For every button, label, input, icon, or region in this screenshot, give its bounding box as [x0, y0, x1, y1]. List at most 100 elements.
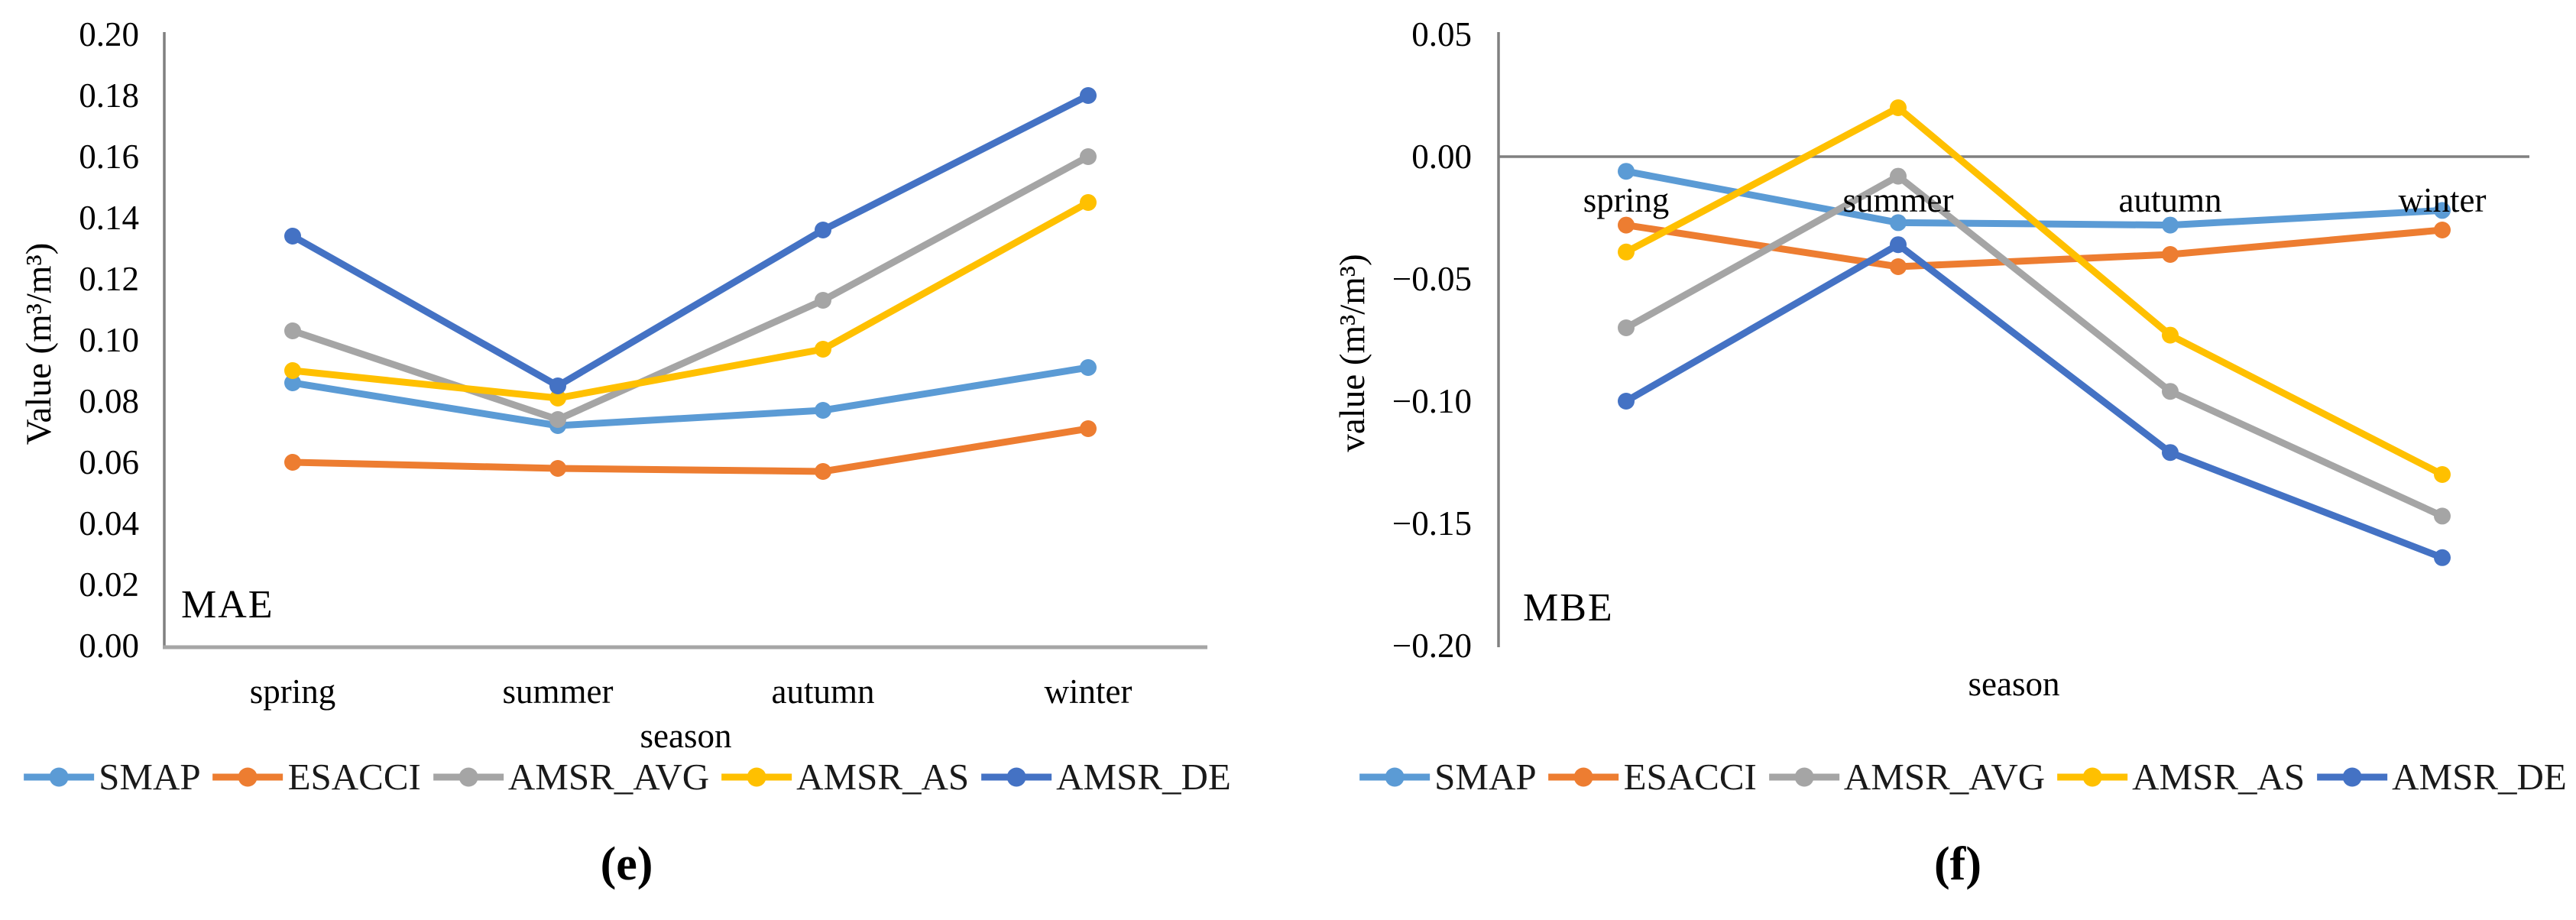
legend-marker-icon — [2057, 767, 2128, 786]
chart-panel-e: 0.20 0.18 0.16 0.14 0.12 0.10 0.08 0.06 0.04 0.02… — [19, 15, 1231, 890]
legend-label: AMSR_AVG — [1843, 756, 2046, 798]
data-point-AMSR_AS-spring — [284, 362, 301, 379]
data-point-AMSR_AS-winter — [1080, 194, 1097, 211]
chart-panel-f: 0.05 0.00 −0.05 −0.10 −0.15 −0.20 value (m³/m³… — [1291, 0, 2576, 920]
legend-dot — [1006, 767, 1026, 786]
x-tick-label-spring: spring — [1583, 181, 1670, 219]
legend-dot — [458, 767, 478, 786]
data-point-SMAP-spring — [284, 374, 301, 391]
legend-marker-icon — [721, 767, 792, 786]
mae-line-chart: 0.20 0.18 0.16 0.14 0.12 0.10 0.08 0.06 0.04 0.02… — [19, 15, 1207, 753]
data-point-SMAP-winter — [2434, 202, 2451, 219]
x-axis-title: season — [1968, 665, 2060, 703]
y-tick-label: 0.00 — [1411, 138, 1472, 176]
series-ESACCI — [284, 420, 1097, 480]
data-point-SMAP-summer — [1890, 214, 1907, 232]
data-point-AMSR_AVG-autumn — [815, 292, 831, 309]
data-point-ESACCI-autumn — [815, 463, 831, 480]
series-line-ESACCI — [289, 425, 1092, 475]
legend-label: AMSR_DE — [2392, 756, 2567, 798]
y-axis-title: value (m³/m³) — [1333, 254, 1372, 452]
y-tick-label: −0.15 — [1392, 504, 1472, 543]
y-tick-label: 0.04 — [79, 504, 139, 543]
y-tick-label: 0.16 — [79, 138, 139, 176]
y-tick-label: 0.08 — [79, 382, 139, 420]
legend-marker-icon — [981, 767, 1052, 786]
legend-dot — [1574, 767, 1594, 786]
data-point-AMSR_AS-spring — [1618, 243, 1635, 261]
legend-dot — [1385, 767, 1405, 786]
legend-item-AMSR_AVG: AMSR_AVG — [432, 755, 709, 799]
series-line-AMSR_AS — [289, 199, 1092, 402]
series-ESACCI — [1618, 216, 2451, 275]
series-AMSR_DE — [284, 87, 1097, 394]
series-line-AMSR_AVG — [1622, 173, 2446, 520]
series-AMSR_AVG — [284, 148, 1097, 428]
mbe-line-chart: 0.05 0.00 −0.05 −0.10 −0.15 −0.20 value (m³/m³… — [1333, 15, 2529, 703]
data-point-ESACCI-winter — [2434, 222, 2451, 238]
y-tick-label: 0.20 — [79, 15, 139, 53]
legend-label: AMSR_AS — [2132, 756, 2305, 798]
x-tick-label-summer: summer — [503, 672, 614, 711]
legend-marker-icon — [2317, 767, 2388, 786]
data-point-AMSR_AS-winter — [2434, 466, 2451, 483]
y-tick-label: −0.20 — [1392, 627, 1472, 665]
legend-dot — [1794, 767, 1814, 786]
data-point-AMSR_DE-autumn — [2162, 444, 2179, 462]
y-tick-label: 0.18 — [79, 76, 139, 115]
x-tick-label-autumn: autumn — [2119, 181, 2222, 219]
data-point-AMSR_DE-spring — [1618, 393, 1635, 410]
data-point-SMAP-autumn — [2162, 216, 2179, 234]
legend-item-ESACCI: ESACCI — [212, 755, 421, 799]
y-tick-label: 0.10 — [79, 321, 139, 359]
legend-label: SMAP — [1434, 756, 1537, 798]
y-tick-label: 0.02 — [79, 565, 139, 604]
y-tick-label: 0.00 — [79, 627, 139, 665]
y-tick-label: −0.10 — [1392, 382, 1472, 420]
legend-marker-icon — [1768, 767, 1839, 786]
legend-dot — [2082, 767, 2102, 786]
legend-marker-icon — [212, 767, 284, 786]
legend-marker-icon — [433, 767, 504, 786]
y-tick-label: 0.05 — [1411, 15, 1472, 53]
legend-dot — [49, 767, 69, 786]
panel-caption-f: (f) — [1934, 838, 1981, 890]
data-point-AMSR_AVG-winter — [2434, 507, 2451, 525]
series-line-AMSR_AS — [1622, 104, 2446, 478]
legend-mae: SMAP ESACCI AMSR_AVG AMSR_AS AMSR_DE — [22, 755, 1231, 799]
legend-dot — [747, 767, 766, 786]
data-point-ESACCI-spring — [284, 454, 301, 471]
legend-label: ESACCI — [1623, 756, 1757, 798]
x-tick-label-autumn: autumn — [772, 672, 875, 711]
stat-label-MAE: MAE — [181, 583, 274, 627]
data-point-AMSR_AVG-spring — [1618, 319, 1635, 336]
data-point-ESACCI-summer — [1890, 258, 1907, 275]
legend-item-AMSR_DE: AMSR_DE — [980, 755, 1231, 799]
data-point-AMSR_AS-summer — [1890, 99, 1907, 116]
data-point-SMAP-spring — [1618, 163, 1635, 180]
data-point-AMSR_AVG-autumn — [2162, 383, 2179, 400]
y-tick-label: −0.05 — [1392, 260, 1472, 298]
data-point-AMSR_DE-autumn — [815, 222, 831, 238]
legend-label: SMAP — [99, 756, 201, 798]
legend-item-AMSR_AVG: AMSR_AVG — [1768, 755, 2045, 799]
series-AMSR_AS — [284, 194, 1097, 407]
data-point-AMSR_AS-autumn — [2162, 326, 2179, 344]
legend-item-ESACCI: ESACCI — [1547, 755, 1757, 799]
data-point-AMSR_AS-summer — [549, 390, 566, 407]
stat-label-MBE: MBE — [1523, 586, 1614, 630]
x-axis-title: season — [640, 717, 732, 753]
data-point-AMSR_DE-winter — [1080, 87, 1097, 104]
x-tick-label-summer: summer — [1843, 181, 1954, 219]
series-AMSR_AS — [1618, 99, 2451, 483]
y-tick-label: 0.12 — [79, 260, 139, 298]
data-point-AMSR_AVG-winter — [1080, 148, 1097, 165]
legend-label: AMSR_AVG — [507, 756, 710, 798]
legend-item-SMAP: SMAP — [22, 755, 201, 799]
y-tick-label: 0.14 — [79, 199, 139, 237]
series-line-ESACCI — [1622, 222, 2446, 270]
data-point-ESACCI-winter — [1080, 420, 1097, 437]
series-AMSR_DE — [1618, 236, 2451, 566]
series-line-SMAP — [289, 364, 1092, 429]
